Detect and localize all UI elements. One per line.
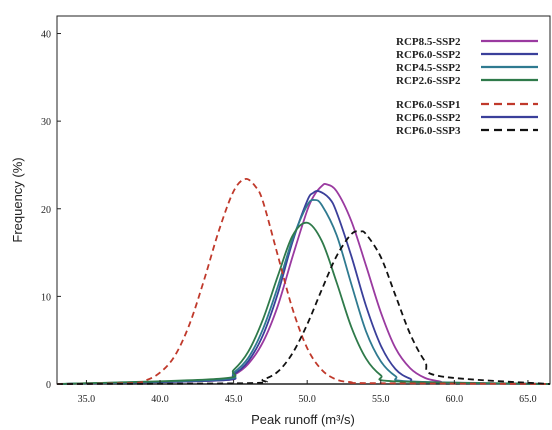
y-tick-label: 40 xyxy=(41,30,51,41)
y-tick-label: 20 xyxy=(41,205,51,216)
legend-label: RCP6.0-SSP3 xyxy=(396,125,461,137)
legend-label: RCP4.5-SSP2 xyxy=(396,62,461,74)
x-tick-label: 65.0 xyxy=(519,394,537,405)
x-tick-label: 45.0 xyxy=(225,394,243,405)
x-tick-label: 35.0 xyxy=(78,394,96,405)
legend-label: RCP6.0-SSP2 xyxy=(396,49,461,61)
y-tick-label: 30 xyxy=(41,117,51,128)
y-tick-label: 10 xyxy=(41,292,51,303)
series-line-rcp2-6-ssp2-3 xyxy=(56,221,551,385)
y-axis-ticks: 0 10 20 30 40 xyxy=(41,30,61,391)
plot-area xyxy=(56,15,551,385)
legend: RCP8.5-SSP2RCP6.0-SSP2RCP4.5-SSP2RCP2.6-… xyxy=(396,36,538,137)
x-axis-ticks: 35.0 40.0 45.0 50.0 55.0 60.0 65.0 xyxy=(78,380,537,405)
x-axis-title: Peak runoff (m³/s) xyxy=(251,412,355,427)
series-line-rcp6-0-ssp2-1 xyxy=(56,190,551,385)
series-line-rcp4-5-ssp2-2 xyxy=(56,198,551,385)
x-tick-label: 60.0 xyxy=(446,394,464,405)
series-line-rcp6-0-ssp3-6 xyxy=(56,230,551,385)
legend-label: RCP6.0-SSP1 xyxy=(396,99,460,111)
series-curves xyxy=(56,178,551,385)
x-tick-label: 50.0 xyxy=(298,394,316,405)
legend-label: RCP6.0-SSP2 xyxy=(396,112,461,124)
x-tick-label: 40.0 xyxy=(151,394,169,405)
series-line-rcp8-5-ssp2-0 xyxy=(56,182,551,385)
x-tick-label: 55.0 xyxy=(372,394,390,405)
legend-label: RCP8.5-SSP2 xyxy=(396,36,461,48)
y-tick-label: 0 xyxy=(46,380,51,391)
legend-label: RCP2.6-SSP2 xyxy=(396,75,461,87)
series-line-rcp6-0-ssp1-4 xyxy=(56,178,551,385)
y-axis-title: Frequency (%) xyxy=(10,157,25,242)
